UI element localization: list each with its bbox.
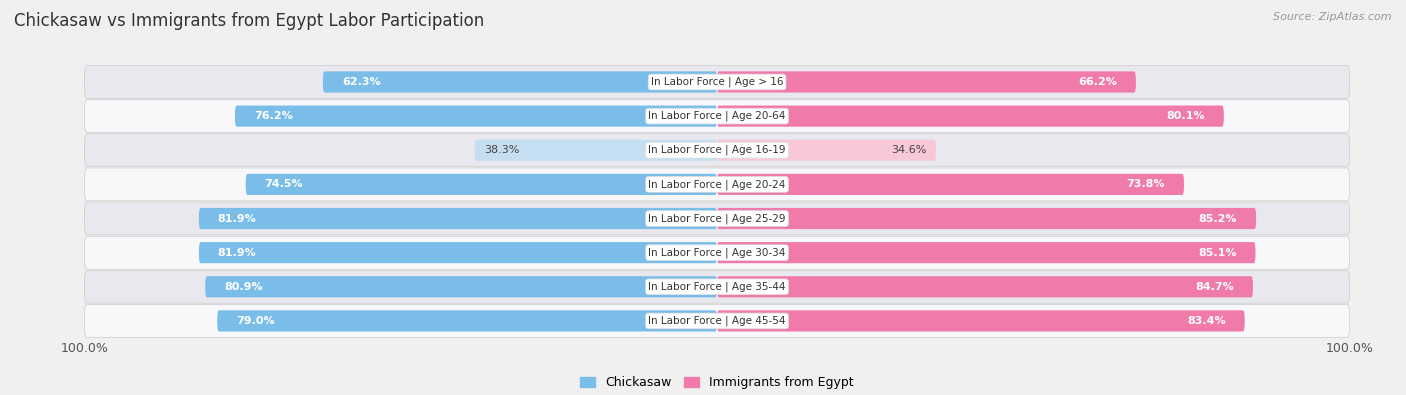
FancyBboxPatch shape: [84, 271, 1350, 303]
Text: 76.2%: 76.2%: [254, 111, 292, 121]
Text: In Labor Force | Age > 16: In Labor Force | Age > 16: [651, 77, 783, 87]
FancyBboxPatch shape: [717, 71, 1136, 92]
FancyBboxPatch shape: [84, 168, 1350, 201]
Text: In Labor Force | Age 45-54: In Labor Force | Age 45-54: [648, 316, 786, 326]
FancyBboxPatch shape: [717, 105, 1223, 127]
FancyBboxPatch shape: [84, 100, 1350, 132]
Text: Chickasaw vs Immigrants from Egypt Labor Participation: Chickasaw vs Immigrants from Egypt Labor…: [14, 12, 484, 30]
Text: In Labor Force | Age 16-19: In Labor Force | Age 16-19: [648, 145, 786, 156]
Legend: Chickasaw, Immigrants from Egypt: Chickasaw, Immigrants from Egypt: [575, 371, 859, 394]
FancyBboxPatch shape: [246, 174, 717, 195]
FancyBboxPatch shape: [198, 208, 717, 229]
Text: In Labor Force | Age 20-24: In Labor Force | Age 20-24: [648, 179, 786, 190]
Text: 83.4%: 83.4%: [1187, 316, 1226, 326]
FancyBboxPatch shape: [717, 310, 1244, 331]
FancyBboxPatch shape: [217, 310, 717, 331]
FancyBboxPatch shape: [717, 242, 1256, 263]
Text: 84.7%: 84.7%: [1195, 282, 1234, 292]
FancyBboxPatch shape: [235, 105, 717, 127]
FancyBboxPatch shape: [84, 236, 1350, 269]
Text: 74.5%: 74.5%: [264, 179, 304, 189]
FancyBboxPatch shape: [84, 134, 1350, 167]
Text: 80.9%: 80.9%: [224, 282, 263, 292]
FancyBboxPatch shape: [717, 208, 1256, 229]
FancyBboxPatch shape: [717, 276, 1253, 297]
FancyBboxPatch shape: [198, 242, 717, 263]
Text: 85.2%: 85.2%: [1199, 214, 1237, 224]
FancyBboxPatch shape: [205, 276, 717, 297]
FancyBboxPatch shape: [717, 140, 936, 161]
Text: 79.0%: 79.0%: [236, 316, 274, 326]
FancyBboxPatch shape: [717, 174, 1184, 195]
Text: In Labor Force | Age 35-44: In Labor Force | Age 35-44: [648, 282, 786, 292]
Text: 73.8%: 73.8%: [1126, 179, 1166, 189]
Text: 81.9%: 81.9%: [218, 248, 257, 258]
Text: In Labor Force | Age 30-34: In Labor Force | Age 30-34: [648, 247, 786, 258]
Text: 85.1%: 85.1%: [1198, 248, 1236, 258]
Text: 81.9%: 81.9%: [218, 214, 257, 224]
FancyBboxPatch shape: [84, 66, 1350, 98]
Text: 80.1%: 80.1%: [1167, 111, 1205, 121]
FancyBboxPatch shape: [323, 71, 717, 92]
FancyBboxPatch shape: [475, 140, 717, 161]
Text: 34.6%: 34.6%: [891, 145, 927, 155]
Text: In Labor Force | Age 25-29: In Labor Force | Age 25-29: [648, 213, 786, 224]
Text: 62.3%: 62.3%: [342, 77, 381, 87]
FancyBboxPatch shape: [84, 305, 1350, 337]
Text: 38.3%: 38.3%: [484, 145, 520, 155]
FancyBboxPatch shape: [84, 202, 1350, 235]
Text: 66.2%: 66.2%: [1078, 77, 1116, 87]
Text: In Labor Force | Age 20-64: In Labor Force | Age 20-64: [648, 111, 786, 121]
Text: Source: ZipAtlas.com: Source: ZipAtlas.com: [1274, 12, 1392, 22]
